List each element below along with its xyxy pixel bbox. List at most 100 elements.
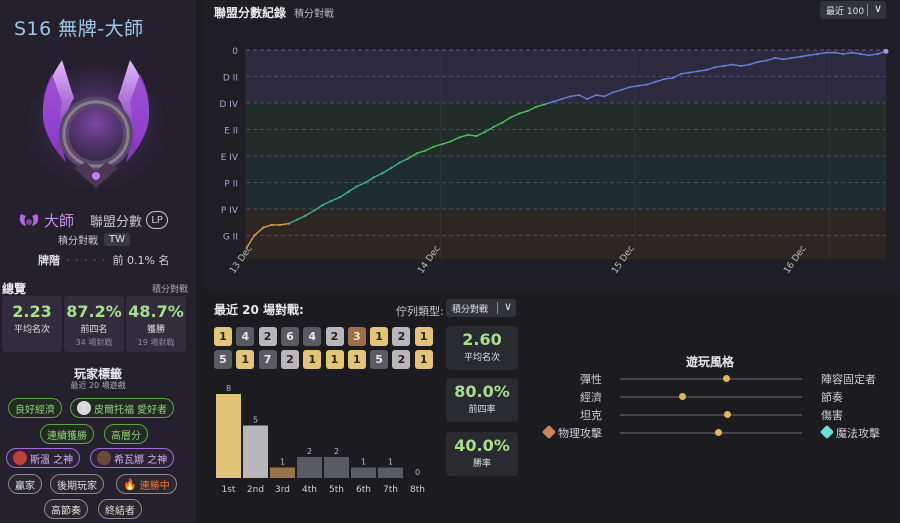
queue-region-row: 積分對戰 TW xyxy=(58,232,130,247)
placement-tile[interactable]: 5 xyxy=(214,350,232,369)
tag-swain-god[interactable]: 斯溫 之神 xyxy=(6,448,81,468)
player-tags-subtitle: 最近 20 場遊戲 xyxy=(70,381,126,390)
select-divider xyxy=(867,4,868,16)
tag-label: 終結者 xyxy=(105,505,135,517)
queue-type-select[interactable]: 積分對戰 ∨ xyxy=(446,299,516,317)
range-select[interactable]: 最近 100 ∨ xyxy=(820,1,886,19)
lp-line-segment xyxy=(399,158,409,164)
lp-line-segment xyxy=(723,63,733,67)
lp-line-segment xyxy=(245,235,255,250)
summary-value: 40.0% xyxy=(454,436,510,455)
tag-high-tempo[interactable]: 高節奏 xyxy=(44,499,88,519)
playstyle-title: 遊玩風格 xyxy=(686,355,735,369)
ladder-row: 牌階 · · · · · 前 0.1% 名 xyxy=(38,252,169,268)
placement-tile[interactable]: 1 xyxy=(214,327,232,346)
lp-line-segment xyxy=(561,95,571,100)
tag-on-streak[interactable]: 🔥 連勝中 xyxy=(116,474,177,494)
chevron-down-icon: ∨ xyxy=(873,2,882,15)
playstyle-row: 物理攻擊 魔法攻擊 xyxy=(540,424,890,441)
placement-histogram: 8 1st 5 2nd 1 3rd 2 4th 2 5th 1 6th 1 7th 0 8th xyxy=(216,384,425,495)
lp-line-segment xyxy=(356,181,366,188)
lp-line-segment xyxy=(629,85,639,88)
placement-tile[interactable]: 1 xyxy=(303,350,322,369)
range-select-value: 最近 100 xyxy=(826,6,865,17)
summary-label: 勝率 xyxy=(472,459,491,469)
playstyle-row: 坦克 傷害 xyxy=(540,407,890,423)
lp-line-segment xyxy=(467,134,477,137)
placement-tile[interactable]: 1 xyxy=(347,350,366,369)
placement-tile[interactable]: 1 xyxy=(236,350,255,369)
lp-line-segment xyxy=(263,224,272,229)
placement-tile[interactable]: 1 xyxy=(325,350,344,369)
histogram-value: 1 xyxy=(280,458,285,467)
lp-line-segment xyxy=(322,200,332,206)
overview-queue: 積分對戰 xyxy=(151,285,188,295)
lp-line-segment xyxy=(817,51,827,55)
placement-tile[interactable]: 3 xyxy=(347,327,366,346)
lp-line-segment xyxy=(535,103,546,108)
placement-tile[interactable]: 4 xyxy=(236,327,255,346)
stat-sub: 19 場對戰 xyxy=(137,338,175,347)
playstyle-slider xyxy=(620,414,802,416)
tag-high-tier[interactable]: 高層分 xyxy=(104,424,148,444)
placement-tile[interactable]: 1 xyxy=(414,327,433,346)
placement-tile[interactable]: 2 xyxy=(392,350,411,369)
histogram-category: 2nd xyxy=(247,485,264,495)
histogram-category: 4th xyxy=(302,485,317,495)
histogram-category: 5th xyxy=(329,485,344,495)
queue-type-label: 佇列類型: xyxy=(396,305,444,318)
lp-line-segment xyxy=(458,134,469,139)
playstyle-slider-knob xyxy=(715,429,723,436)
lp-history-title: 聯盟分數紀錄 xyxy=(214,6,287,20)
stat-label: 獲勝 xyxy=(146,325,165,335)
playstyle-slider xyxy=(620,396,802,398)
lp-line-segment xyxy=(868,53,878,56)
lp-line-segment xyxy=(476,131,486,137)
lp-line-segment xyxy=(330,196,341,202)
stat-label: 前四名 xyxy=(80,325,108,335)
placement-tile[interactable]: 6 xyxy=(280,327,299,346)
tag-label: 斯溫 之神 xyxy=(30,454,74,466)
placement-tile[interactable]: 2 xyxy=(392,327,411,346)
histogram-category: 6th xyxy=(356,485,371,495)
playstyle-slider-knob xyxy=(724,411,732,418)
placement-tile[interactable]: 2 xyxy=(258,327,277,346)
lp-line-segment xyxy=(373,172,383,178)
tag-piltover-fan[interactable]: 皮爾托福 愛好者 xyxy=(70,398,175,418)
lp-line-segment xyxy=(390,162,400,169)
overview-header: 總覽 積分對戰 xyxy=(0,280,196,296)
tag-shyvana-god[interactable]: 希瓦娜 之神 xyxy=(90,448,175,468)
placement-tile[interactable]: 1 xyxy=(370,327,389,346)
histogram-value: 2 xyxy=(334,447,339,456)
histogram-bar xyxy=(243,425,268,478)
summary-label: 平均名次 xyxy=(463,353,500,363)
playstyle-row: 經濟 節奏 xyxy=(540,389,890,405)
tag-finisher[interactable]: 終結者 xyxy=(98,499,142,519)
tier-band xyxy=(246,209,886,260)
tag-winner[interactable]: 贏家 xyxy=(8,474,42,494)
placement-tile[interactable]: 4 xyxy=(303,327,322,346)
lp-line-segment xyxy=(698,69,707,72)
stat-value: 87.2% xyxy=(66,302,122,321)
master-mini-icon xyxy=(19,214,39,226)
lp-history-subtitle: 積分對戰 xyxy=(294,9,334,20)
placement-tile[interactable]: 1 xyxy=(414,350,433,369)
stat-label: 平均名次 xyxy=(13,325,50,335)
tag-late-game[interactable]: 後期玩家 xyxy=(50,474,104,494)
lp-line-segment xyxy=(578,94,588,100)
tag-win-streak[interactable]: 連續獲勝 xyxy=(40,424,94,444)
season-title: S16 無牌-大師 xyxy=(14,18,144,40)
lp-line-segment xyxy=(381,167,392,174)
summary-label: 前四率 xyxy=(468,405,496,415)
placement-tile[interactable]: 2 xyxy=(325,327,344,346)
playstyle-right-label: 節奏 xyxy=(821,391,843,404)
lp-line-segment xyxy=(305,209,315,217)
lp-line-segment xyxy=(809,53,818,56)
lp-line-segment xyxy=(544,101,554,105)
placement-tile[interactable]: 5 xyxy=(370,350,389,369)
tag-good-economy[interactable]: 良好經濟 xyxy=(8,398,62,418)
region-badge: TW xyxy=(104,233,130,246)
placement-tile[interactable]: 2 xyxy=(280,350,299,369)
tag-label: 贏家 xyxy=(15,480,35,492)
placement-tile[interactable]: 7 xyxy=(258,350,277,369)
